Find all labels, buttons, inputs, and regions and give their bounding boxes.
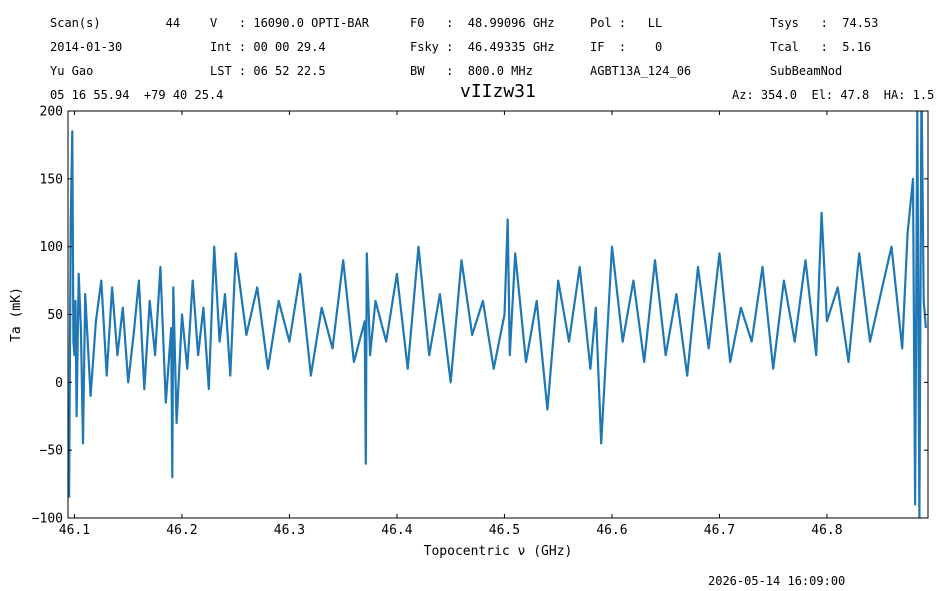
bw-label: BW : 800.0 MHz: [410, 64, 533, 78]
y-tick-label: 150: [40, 172, 63, 187]
x-axis-label: Topocentric ν (GHz): [424, 544, 573, 559]
y-tick-label: 50: [47, 308, 63, 323]
f0-label: F0 : 48.99096 GHz: [410, 16, 555, 30]
x-tick-label: 46.3: [274, 523, 305, 538]
observer-label: Yu Gao: [50, 64, 94, 78]
y-tick-label: 100: [40, 240, 63, 255]
fsky-label: Fsky : 46.49335 GHz: [410, 40, 555, 54]
tsys-label: Tsys : 74.53: [770, 16, 879, 30]
chart-title: vIIzw31: [460, 81, 536, 102]
date-label: 2014-01-30: [50, 40, 123, 54]
x-tick-label: 46.6: [596, 523, 627, 538]
y-tick-label: 0: [55, 376, 63, 391]
axes: 46.1 46.2 46.3 46.4 46.5 46.6 46.7 46.8 −100 −50 0…: [9, 105, 929, 559]
x-tick-label: 46.1: [59, 523, 90, 538]
coords-label: 05 16 55.94 +79 40 25.4: [50, 88, 224, 102]
lst-label: LST : 06 52 22.5: [210, 64, 326, 78]
x-tick-label: 46.7: [704, 523, 735, 538]
x-tick-label: 46.5: [489, 523, 520, 538]
tcal-label: Tcal : 5.16: [770, 40, 872, 54]
timestamp: 2026-05-14 16:09:00: [708, 574, 846, 588]
y-axis-label: Ta (mK): [9, 287, 24, 342]
x-tick-label: 46.2: [166, 523, 197, 538]
velocity-label: V : 16090.0 OPTI-BAR: [210, 16, 369, 30]
y-tick-label: 200: [40, 105, 63, 120]
series-line-0: [68, 111, 927, 518]
procedure-label: SubBeamNod: [770, 64, 843, 78]
plot-area: [68, 111, 927, 518]
y-tick-label: −50: [40, 444, 63, 459]
pol-label: Pol : LL: [590, 16, 663, 30]
project-label: AGBT13A_124_06: [590, 64, 692, 78]
x-tick-label: 46.4: [381, 523, 412, 538]
if-label: IF : 0: [590, 40, 663, 54]
x-tick-label: 46.8: [811, 523, 842, 538]
y-tick-label: −100: [32, 512, 63, 527]
azel-label: Az: 354.0 El: 47.8 HA: 1.5: [732, 88, 935, 102]
scan-label: Scan(s) 44: [50, 16, 181, 30]
int-label: Int : 00 00 29.4: [210, 40, 326, 54]
